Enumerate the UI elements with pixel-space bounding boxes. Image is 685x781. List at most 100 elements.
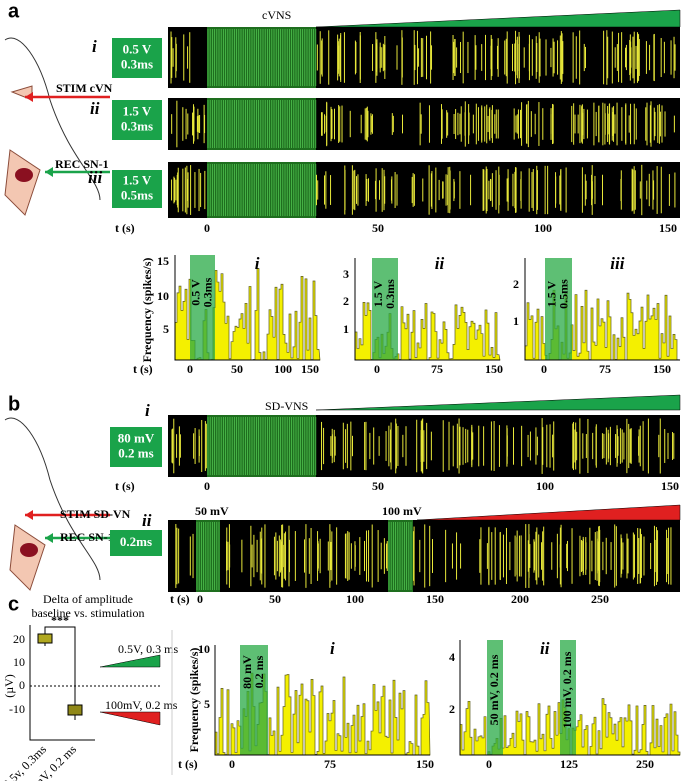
panel-label: a: [8, 0, 20, 22]
setting-box: [112, 170, 162, 208]
x-tick-label: 50: [269, 592, 281, 606]
setting-label: 0.5ms: [121, 187, 153, 202]
nerve: [20, 543, 38, 557]
panel-label: b: [8, 393, 20, 415]
roman-label: i: [255, 254, 260, 273]
x-tick-label: 75: [431, 362, 443, 376]
y-tick-label: -10: [9, 702, 25, 716]
x-tick-label: 125: [560, 757, 578, 771]
panel-title: SD-VNS: [265, 399, 308, 413]
y-tick-label: 10: [157, 289, 169, 303]
x-tick-label: 150: [659, 221, 677, 235]
y-axis-label: (µV): [2, 674, 16, 698]
y-tick-label: 10: [13, 655, 25, 669]
y-tick-label: 15: [157, 254, 169, 268]
y-tick-label: 2: [343, 294, 349, 308]
x-tick-label: 0: [541, 362, 547, 376]
axis-label: t (s): [115, 221, 135, 235]
axes: [29, 625, 95, 741]
axes: [174, 255, 320, 361]
arrow-head: [45, 167, 53, 177]
stim-label: 0.3ms: [200, 277, 214, 307]
arrow-head: [45, 533, 53, 543]
x-tick-label: 50: [231, 362, 243, 376]
intensity-wedge: [416, 504, 681, 521]
stim-label: 80 mV: [240, 655, 254, 689]
y-tick-label: 10: [198, 642, 210, 656]
y-tick-label: 4: [449, 650, 455, 664]
setting-box: [110, 530, 162, 556]
panel-title: cVNS: [262, 8, 291, 22]
y-tick-label: 2: [513, 277, 519, 291]
roman-label: ii: [540, 639, 550, 658]
roman-label: iii: [610, 254, 624, 273]
x-tick-label: 150: [426, 592, 444, 606]
x-tick-label: 150: [416, 757, 434, 771]
setting-label: 0.3ms: [121, 56, 153, 71]
setting-label: 1.5 V: [123, 103, 152, 118]
stim-window: [560, 640, 576, 755]
nerve: [15, 168, 33, 182]
x-tick-label: 75: [599, 362, 611, 376]
panel-title: Delta of amplitude: [43, 592, 133, 606]
intensity-wedge: [315, 394, 681, 411]
roman-label: ii: [435, 254, 445, 273]
stim-window: [487, 640, 503, 755]
x-tick-label: 150: [485, 362, 503, 376]
axis-label: t (s): [170, 592, 190, 606]
x-tick-label: 0: [229, 757, 235, 771]
box: [67, 704, 83, 716]
setting-label: 0.2 ms: [118, 445, 153, 460]
y-axis-label: Frequency (spikes/s): [187, 648, 201, 753]
setting-label: 0.3ms: [121, 118, 153, 133]
x-tick-label: 100: [534, 221, 552, 235]
legend-label: 100mV, 0.2 ms: [105, 698, 178, 712]
legend-wedge: [99, 711, 161, 726]
x-tick-label: 50: [372, 221, 384, 235]
x-tick-label: 100: [274, 362, 292, 376]
ear: [4, 149, 41, 216]
axis-label: t (s): [115, 479, 135, 493]
setting-label: 80 mV: [118, 430, 155, 445]
legend-label: 0.5V, 0.3 ms: [118, 642, 178, 656]
stim-label: 1.5 V: [371, 280, 385, 307]
stim-text: STIM SD-VN: [60, 507, 131, 521]
axes: [524, 258, 680, 361]
trace-background: [168, 520, 680, 592]
panel-title: baseline vs. stimulation: [32, 606, 145, 620]
x-tick-label: 250: [591, 592, 609, 606]
setting-box: [112, 38, 162, 78]
axes: [459, 640, 680, 756]
x-tick-label: 75: [324, 757, 336, 771]
y-tick-label: 5: [163, 322, 169, 336]
stim-label: 0.3ms: [383, 279, 397, 309]
y-tick-label: 5: [204, 697, 210, 711]
x-tick-label: 200: [511, 592, 529, 606]
marker-label: 100 mV: [382, 504, 422, 518]
rec-text: REC SN-1: [55, 157, 109, 171]
roman-label: iii: [88, 168, 102, 187]
stim-label: 0.2 ms: [252, 655, 266, 688]
y-tick-label: 1: [513, 314, 519, 328]
x-tick-label: 100: [536, 479, 554, 493]
stim-label: 1.5 V: [544, 280, 558, 307]
roman-label: i: [330, 639, 335, 658]
axes: [214, 645, 430, 756]
stim-text: STIM cVN: [56, 81, 113, 95]
bracket: [44, 626, 76, 700]
setting-label: 0.5 V: [123, 41, 152, 56]
stim-label: 50 mV, 0.2 ms: [487, 654, 501, 725]
y-tick-label: 0: [19, 678, 25, 692]
x-tick-label: 150: [301, 362, 319, 376]
y-tick-label: 2: [449, 702, 455, 716]
stim-label: 100 mV, 0.2 ms: [560, 651, 574, 728]
y-axis-label: Frequency (spikes/s): [140, 258, 154, 363]
roman-label: ii: [90, 99, 100, 118]
stim-window: [545, 258, 572, 360]
stim-window: [372, 258, 398, 360]
x-tick-label: 0: [204, 479, 210, 493]
x-tick-label: 50: [372, 479, 384, 493]
y-tick-label: 20: [13, 632, 25, 646]
roman-label: ii: [142, 511, 152, 530]
